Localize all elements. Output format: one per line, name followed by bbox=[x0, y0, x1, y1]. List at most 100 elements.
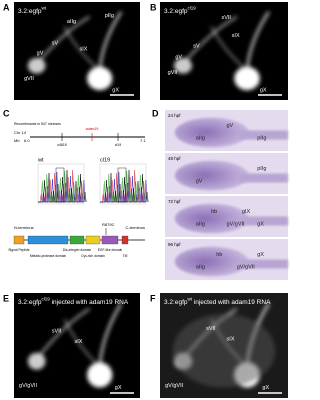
structure-label: sIX bbox=[74, 339, 82, 345]
structure-label: gV bbox=[227, 123, 234, 129]
structure-label: gX bbox=[112, 88, 119, 94]
stage-label: 48 hpf bbox=[168, 156, 181, 161]
structure-label: pIIg bbox=[105, 13, 114, 19]
neurons bbox=[174, 11, 270, 91]
embryo-trunk bbox=[238, 216, 288, 226]
marker-label: cl19 bbox=[115, 143, 121, 147]
marker-label: z4819 bbox=[57, 143, 67, 147]
embryo-trunk bbox=[238, 130, 288, 140]
marker-label: adam19 bbox=[86, 127, 99, 131]
structure-label: aIIg bbox=[67, 19, 76, 25]
structure-label: aIIg bbox=[196, 264, 205, 270]
embryo-trunk bbox=[238, 173, 288, 183]
panel-letter: F bbox=[150, 293, 156, 303]
embryo-trunk bbox=[238, 259, 288, 269]
axon bbox=[98, 302, 123, 367]
panel-letter: B bbox=[150, 2, 157, 12]
structure-label: gVII bbox=[168, 70, 178, 76]
axon bbox=[38, 15, 91, 62]
genotype-label: 3.2:egfpcl19 bbox=[164, 6, 196, 15]
structure-label: sIX bbox=[80, 46, 88, 52]
axon bbox=[63, 318, 101, 368]
stage-label: 96 hpf bbox=[168, 242, 181, 247]
micrograph bbox=[14, 2, 140, 100]
structure-label: gV bbox=[37, 50, 44, 56]
domain bbox=[27, 235, 69, 245]
structure-label: gX bbox=[115, 385, 122, 391]
axon bbox=[184, 15, 238, 62]
genotype: wt bbox=[37, 157, 44, 163]
structure-label: gX bbox=[257, 252, 264, 258]
structure-label: gV bbox=[196, 178, 203, 184]
c-terminus: C-terminus bbox=[125, 225, 145, 230]
structure-label: gV/gVII bbox=[165, 383, 184, 389]
genotype-label: 3.2:egfpwt bbox=[18, 6, 47, 15]
allele: wt bbox=[42, 6, 47, 11]
genotype: cl19 bbox=[100, 157, 110, 163]
allele: wt bbox=[188, 297, 193, 302]
structure-label: gV/gVII bbox=[19, 383, 38, 389]
ganglion bbox=[174, 57, 192, 74]
axon bbox=[98, 11, 123, 71]
domain bbox=[13, 235, 25, 245]
neurons bbox=[172, 302, 276, 388]
structure-label: gV/gVII bbox=[237, 264, 256, 270]
structure-label: sIX bbox=[232, 33, 240, 39]
neurons bbox=[27, 302, 123, 388]
embryo-head bbox=[174, 203, 249, 234]
domain-label: Metallo-protease domain bbox=[30, 254, 66, 258]
ganglion bbox=[234, 66, 260, 91]
panel-letter: A bbox=[3, 2, 10, 12]
structure-label: gIX bbox=[242, 209, 251, 215]
ganglion bbox=[87, 66, 113, 91]
genotype-label: 3.2:egfpcl19 injected with adam19 RNA bbox=[18, 297, 129, 306]
axon bbox=[38, 307, 91, 357]
panel-letter: E bbox=[3, 293, 9, 303]
structure-label: gV bbox=[175, 54, 182, 60]
panel-letter: D bbox=[152, 108, 159, 118]
structure-label: gX bbox=[260, 88, 267, 94]
structure-label: sVII bbox=[206, 326, 216, 332]
domain-label: EGF-like domain bbox=[98, 248, 123, 252]
allele: cl19 bbox=[42, 297, 51, 302]
domain bbox=[101, 235, 119, 245]
domain-label: TM bbox=[123, 254, 128, 258]
injection: injected with adam19 RNA bbox=[192, 299, 271, 306]
panel-letter: C bbox=[3, 108, 10, 118]
injection: injected with adam19 RNA bbox=[50, 299, 129, 306]
map-end: 7.1 bbox=[140, 138, 146, 143]
neurons bbox=[27, 11, 123, 91]
structure-label: sVII bbox=[221, 15, 231, 21]
domain bbox=[121, 235, 129, 245]
structure-label: sIX bbox=[227, 337, 235, 343]
transgene: 3.2:egfp bbox=[164, 299, 188, 306]
transgene: 3.2:egfp bbox=[18, 299, 42, 306]
allele: cl19 bbox=[188, 6, 197, 11]
structure-label: pIIg bbox=[257, 135, 266, 141]
stage-label: 72 hpf bbox=[168, 199, 181, 204]
map-start: 6.0 bbox=[24, 138, 30, 143]
codon-box bbox=[117, 167, 127, 203]
structure-label: hb bbox=[211, 209, 217, 215]
structure-label: sV bbox=[193, 44, 200, 50]
domain bbox=[69, 235, 85, 245]
structure-label: aIIg bbox=[196, 135, 205, 141]
structure-label: gV/gVII bbox=[227, 221, 246, 227]
micrograph bbox=[14, 293, 140, 398]
map-caption: Recombinants in 547 meioses bbox=[14, 122, 61, 126]
transgene: 3.2:egfp bbox=[18, 8, 42, 15]
embryo-head bbox=[174, 160, 249, 191]
axon bbox=[210, 26, 248, 72]
structure-label: sVII bbox=[52, 328, 62, 334]
structure-label: gX bbox=[257, 221, 264, 227]
chromosome: Chr 14 bbox=[14, 130, 27, 135]
genotype-label: 3.2:egfpwt injected with adam19 RNA bbox=[164, 297, 271, 306]
stage-label: 24 hpf bbox=[168, 113, 181, 118]
domain-label: Cys-rich domain bbox=[81, 254, 105, 258]
structure-label: gX bbox=[262, 385, 269, 391]
structure-label: pIIg bbox=[257, 166, 266, 172]
codon-box bbox=[55, 167, 65, 203]
embryo-head bbox=[174, 246, 249, 277]
